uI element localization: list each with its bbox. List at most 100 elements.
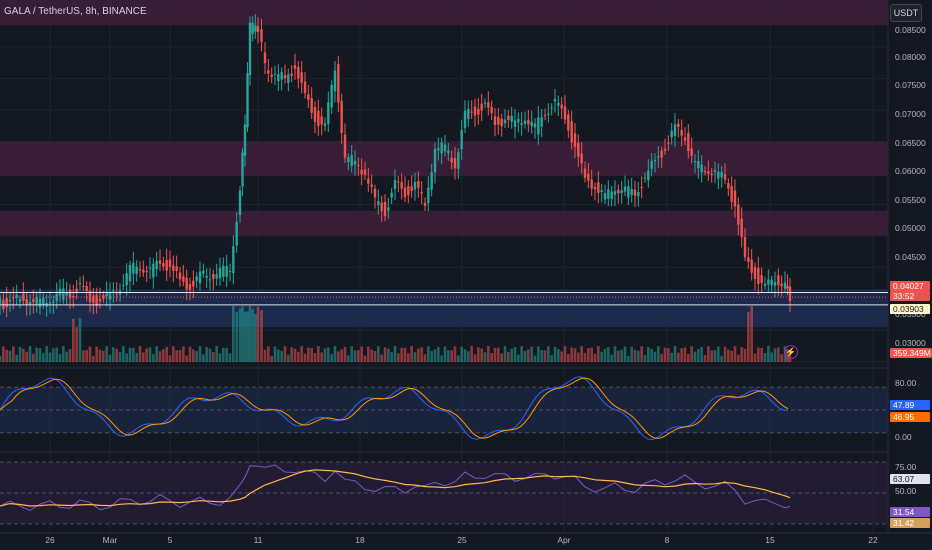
volume-bar bbox=[241, 306, 244, 362]
volume-bar bbox=[483, 352, 487, 362]
candle-body bbox=[387, 207, 390, 211]
candle-body bbox=[737, 204, 740, 225]
volume-bar bbox=[597, 346, 600, 362]
candle-body bbox=[337, 63, 340, 103]
candle-body bbox=[62, 288, 65, 300]
volume-bar bbox=[403, 347, 407, 362]
candle-body bbox=[680, 130, 683, 136]
candle-body bbox=[188, 284, 192, 291]
price-tick: 0.07000 bbox=[895, 109, 926, 119]
candle-body bbox=[510, 116, 513, 122]
volume-bar bbox=[443, 346, 447, 362]
candle-body bbox=[115, 293, 118, 295]
candle-body bbox=[205, 276, 208, 278]
volume-bar bbox=[613, 346, 617, 362]
candle-body bbox=[98, 299, 102, 302]
volume-bar bbox=[185, 355, 188, 362]
candle-body bbox=[700, 164, 703, 173]
volume-bar bbox=[32, 353, 35, 362]
volume-bar bbox=[58, 353, 62, 362]
candle-body bbox=[212, 273, 215, 280]
volume-bar bbox=[182, 346, 185, 362]
candle-body bbox=[28, 302, 32, 305]
volume-bar bbox=[550, 355, 553, 362]
candle-body bbox=[333, 70, 337, 92]
candle-body bbox=[248, 22, 252, 76]
volume-bar bbox=[730, 350, 733, 362]
volume-bar bbox=[353, 350, 357, 362]
volume-bar bbox=[142, 352, 145, 362]
volume-bar bbox=[693, 351, 697, 362]
candle-body bbox=[158, 260, 162, 264]
candle-body bbox=[122, 285, 125, 287]
volume-bar bbox=[770, 352, 773, 362]
candle-body bbox=[593, 186, 597, 190]
candle-body bbox=[637, 192, 640, 197]
candle-body bbox=[330, 85, 333, 108]
volume-bar bbox=[350, 346, 353, 362]
candle-body bbox=[533, 123, 537, 128]
volume-bar bbox=[600, 351, 603, 362]
candle-body bbox=[178, 272, 182, 280]
time-tick: 26 bbox=[45, 535, 55, 545]
candle-body bbox=[198, 271, 202, 284]
volume-tag: 359.349M bbox=[890, 348, 932, 358]
candle-body bbox=[350, 155, 353, 166]
candle-body bbox=[400, 182, 403, 189]
candle-body bbox=[182, 276, 185, 282]
candle-body bbox=[600, 190, 603, 192]
candle-body bbox=[713, 170, 717, 172]
volume-bar bbox=[320, 352, 323, 362]
symbol-title: GALA / TetherUS, 8h, BINANCE bbox=[4, 6, 147, 17]
candle-body bbox=[135, 266, 138, 275]
stoch-k-tag: 47.89 bbox=[890, 400, 930, 410]
rsi-tick: 50.00 bbox=[895, 486, 917, 496]
volume-bar bbox=[697, 349, 700, 362]
candle-body bbox=[85, 286, 88, 292]
candle-body bbox=[283, 75, 287, 79]
volume-bar bbox=[413, 352, 417, 362]
volume-bar bbox=[713, 349, 717, 362]
volume-bar bbox=[88, 346, 92, 362]
volume-bar bbox=[340, 349, 343, 362]
candlestick-series bbox=[0, 14, 792, 318]
volume-bar bbox=[643, 354, 647, 362]
currency-button[interactable]: USDT bbox=[890, 4, 922, 22]
candle-body bbox=[225, 265, 228, 277]
candle-body bbox=[480, 103, 483, 111]
candle-body bbox=[192, 280, 195, 287]
volume-bar bbox=[733, 346, 737, 362]
candle-body bbox=[208, 279, 212, 281]
candle-body bbox=[423, 203, 427, 206]
volume-bar bbox=[757, 347, 760, 362]
volume-bar bbox=[212, 352, 215, 362]
candle-body bbox=[523, 120, 527, 124]
candle-body bbox=[587, 173, 590, 181]
volume-bar bbox=[637, 350, 640, 362]
volume-bar bbox=[660, 353, 663, 362]
candle-body bbox=[246, 73, 249, 128]
candle-body bbox=[557, 102, 560, 106]
candle-body bbox=[185, 277, 188, 290]
price-tick: 0.07500 bbox=[895, 80, 926, 90]
candle-body bbox=[450, 157, 453, 163]
volume-bar bbox=[254, 313, 257, 362]
volume-bar bbox=[640, 346, 643, 362]
candle-body bbox=[460, 129, 463, 150]
volume-bar bbox=[188, 346, 192, 362]
last-price-tag: 0.04027 bbox=[890, 281, 930, 291]
lightning-bolt-icon[interactable]: ⚡ bbox=[784, 345, 798, 359]
time-tick: 22 bbox=[868, 535, 878, 545]
volume-bar bbox=[540, 349, 543, 362]
stoch-d-line bbox=[0, 377, 789, 439]
volume-bar bbox=[128, 347, 132, 362]
volume-bar bbox=[125, 353, 128, 362]
candle-body bbox=[270, 74, 273, 77]
time-tick: 15 bbox=[765, 535, 775, 545]
volume-bar bbox=[553, 346, 557, 362]
candle-body bbox=[273, 73, 277, 75]
candle-body bbox=[693, 161, 697, 163]
candle-body bbox=[260, 29, 263, 42]
volume-bar bbox=[256, 306, 260, 362]
